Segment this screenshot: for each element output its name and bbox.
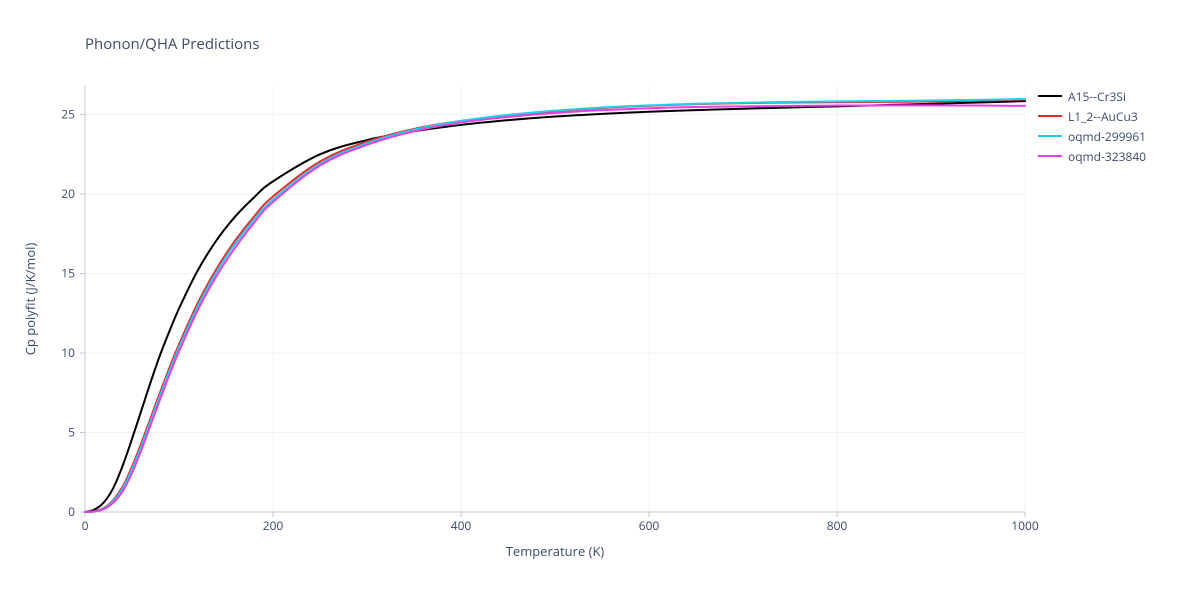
- x-tick-label: 600: [639, 517, 660, 534]
- legend-swatch: [1038, 135, 1062, 137]
- x-axis-label: Temperature (K): [506, 542, 605, 560]
- x-tick-label: 800: [827, 517, 848, 534]
- y-tick-label: 25: [61, 106, 75, 123]
- series-line[interactable]: [85, 105, 1025, 512]
- x-tick-label: 200: [263, 517, 284, 534]
- legend-swatch: [1038, 115, 1062, 117]
- plot-svg: 0 200 400 600 800 1000 0 5 10 15 20 25 Temperature (…: [0, 0, 1200, 600]
- legend-item[interactable]: oqmd-299961: [1038, 126, 1146, 146]
- y-tick-label: 5: [68, 424, 75, 441]
- x-tick-label: 0: [82, 517, 89, 534]
- y-tick-label: 15: [61, 265, 75, 282]
- x-tick-label: 1000: [1011, 517, 1039, 534]
- y-tick-label: 0: [68, 503, 75, 520]
- x-tick-label: 400: [451, 517, 472, 534]
- legend-swatch: [1038, 155, 1062, 157]
- chart-container: Phonon/QHA Predictions 02004006008001000…: [0, 0, 1200, 600]
- legend-label: oqmd-299961: [1068, 128, 1146, 145]
- legend-label: A15--Cr3Si: [1068, 88, 1126, 105]
- y-tick-label: 10: [61, 344, 75, 361]
- series-line[interactable]: [85, 100, 1025, 512]
- legend[interactable]: A15--Cr3Si L1_2--AuCu3 oqmd-299961 oqmd-323…: [1038, 86, 1146, 166]
- legend-label: L1_2--AuCu3: [1068, 108, 1138, 125]
- y-tick-label: 20: [61, 185, 75, 202]
- legend-swatch: [1038, 95, 1062, 97]
- legend-item[interactable]: oqmd-323840: [1038, 146, 1146, 166]
- legend-label: oqmd-323840: [1068, 148, 1146, 165]
- legend-item[interactable]: A15--Cr3Si: [1038, 86, 1146, 106]
- legend-item[interactable]: L1_2--AuCu3: [1038, 106, 1146, 126]
- series-line[interactable]: [85, 99, 1025, 512]
- series-line[interactable]: [85, 101, 1025, 512]
- y-axis-label: Cp polyfit (J/K/mol): [21, 243, 39, 356]
